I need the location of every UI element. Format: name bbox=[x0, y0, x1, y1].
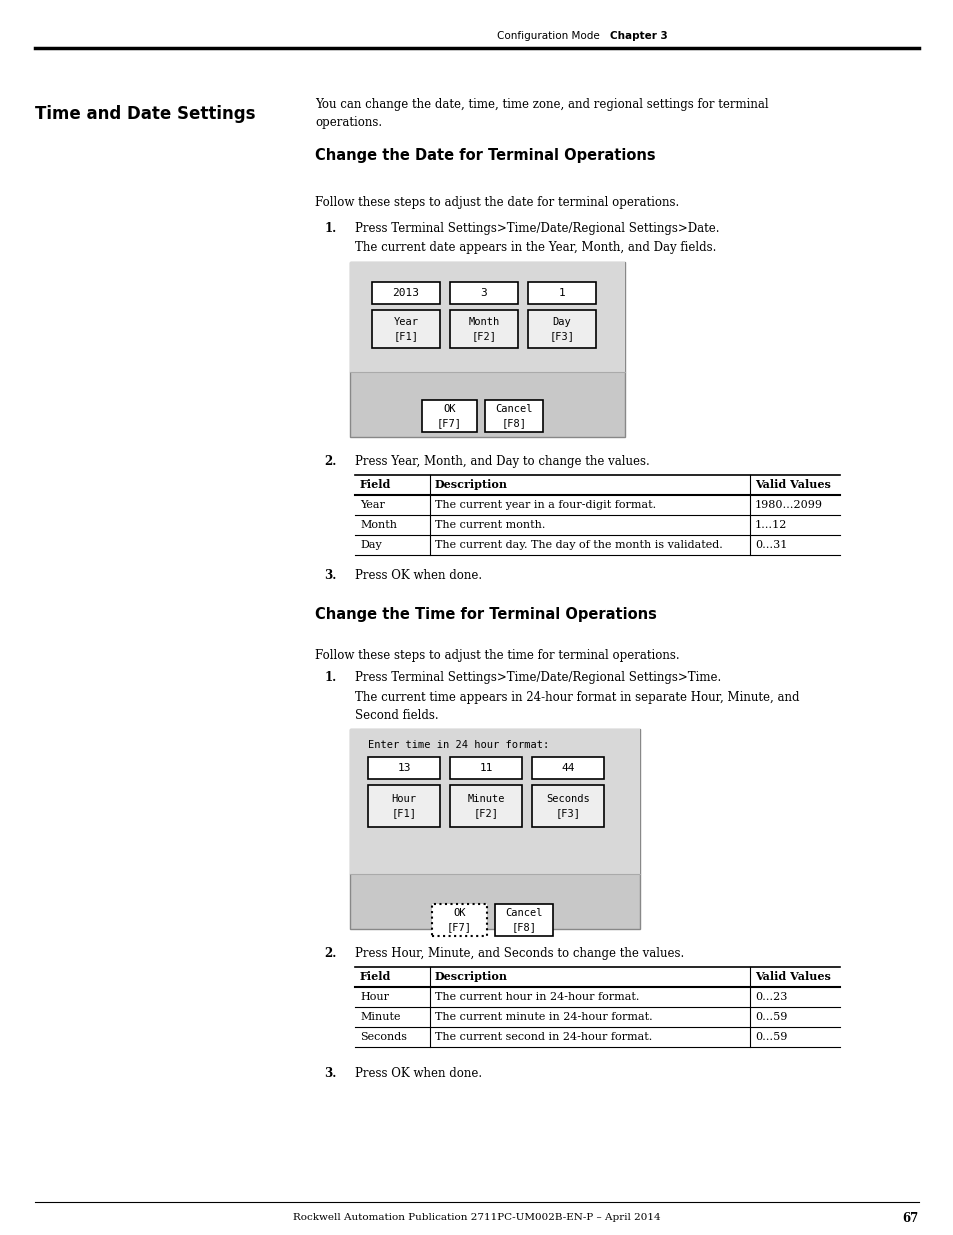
Bar bbox=[527, 310, 596, 348]
Text: Press Year, Month, and Day to change the values.: Press Year, Month, and Day to change the… bbox=[355, 454, 649, 468]
Text: operations.: operations. bbox=[314, 116, 382, 128]
Bar bbox=[372, 282, 439, 304]
Text: OK
[F7]: OK [F7] bbox=[436, 404, 461, 429]
Bar bbox=[421, 400, 476, 432]
Text: Press Terminal Settings>Time/Date/Regional Settings>Date.: Press Terminal Settings>Time/Date/Region… bbox=[355, 222, 719, 235]
Bar bbox=[350, 262, 624, 437]
Text: 0…59: 0…59 bbox=[754, 1011, 786, 1023]
Text: Change the Date for Terminal Operations: Change the Date for Terminal Operations bbox=[314, 148, 655, 163]
Text: The current year in a four-digit format.: The current year in a four-digit format. bbox=[435, 500, 656, 510]
Text: 44: 44 bbox=[560, 763, 574, 773]
Text: OK
[F7]: OK [F7] bbox=[447, 908, 472, 932]
Text: Press Hour, Minute, and Seconds to change the values.: Press Hour, Minute, and Seconds to chang… bbox=[355, 947, 683, 960]
Text: 2.: 2. bbox=[324, 454, 336, 468]
Text: Minute: Minute bbox=[359, 1011, 400, 1023]
Text: The current time appears in 24-hour format in separate Hour, Minute, and: The current time appears in 24-hour form… bbox=[355, 692, 799, 704]
Text: Valid Values: Valid Values bbox=[754, 972, 830, 983]
Text: Field: Field bbox=[359, 479, 391, 490]
Bar bbox=[450, 757, 521, 779]
Text: Month: Month bbox=[359, 520, 396, 530]
Text: 3.: 3. bbox=[324, 569, 336, 582]
Text: 2013: 2013 bbox=[392, 288, 419, 298]
Text: 1980…2099: 1980…2099 bbox=[754, 500, 822, 510]
Bar bbox=[532, 757, 603, 779]
Text: Time and Date Settings: Time and Date Settings bbox=[35, 105, 255, 124]
Text: Rockwell Automation Publication 2711PC-UM002B-EN-P – April 2014: Rockwell Automation Publication 2711PC-U… bbox=[293, 1214, 660, 1223]
Text: Month
[F2]: Month [F2] bbox=[468, 317, 499, 341]
Text: 0…31: 0…31 bbox=[754, 540, 786, 550]
Text: The current month.: The current month. bbox=[435, 520, 545, 530]
Text: Seconds: Seconds bbox=[359, 1032, 407, 1042]
Text: Year: Year bbox=[359, 500, 384, 510]
Text: 3: 3 bbox=[480, 288, 487, 298]
Text: 1…12: 1…12 bbox=[754, 520, 786, 530]
Bar bbox=[368, 757, 439, 779]
Text: 1.: 1. bbox=[324, 671, 336, 684]
Bar bbox=[432, 904, 486, 936]
Text: Day: Day bbox=[359, 540, 381, 550]
Text: 2.: 2. bbox=[324, 947, 336, 960]
Bar bbox=[372, 310, 439, 348]
Text: Hour
[F1]: Hour [F1] bbox=[391, 794, 416, 818]
Bar bbox=[450, 310, 517, 348]
Text: Press OK when done.: Press OK when done. bbox=[355, 1067, 481, 1079]
Text: The current second in 24-hour format.: The current second in 24-hour format. bbox=[435, 1032, 652, 1042]
Text: Description: Description bbox=[435, 479, 507, 490]
Text: The current date appears in the Year, Month, and Day fields.: The current date appears in the Year, Mo… bbox=[355, 241, 716, 254]
Bar bbox=[527, 282, 596, 304]
Bar bbox=[495, 904, 553, 936]
Text: Second fields.: Second fields. bbox=[355, 709, 438, 722]
Text: Configuration Mode: Configuration Mode bbox=[497, 31, 599, 41]
Text: Seconds
[F3]: Seconds [F3] bbox=[545, 794, 589, 818]
Text: Field: Field bbox=[359, 972, 391, 983]
Text: 13: 13 bbox=[396, 763, 411, 773]
Text: The current day. The day of the month is validated.: The current day. The day of the month is… bbox=[435, 540, 722, 550]
Bar bbox=[350, 729, 639, 874]
Text: Year
[F1]: Year [F1] bbox=[393, 317, 418, 341]
Text: Change the Time for Terminal Operations: Change the Time for Terminal Operations bbox=[314, 606, 657, 622]
Bar bbox=[368, 785, 439, 827]
Bar bbox=[484, 400, 542, 432]
Text: Follow these steps to adjust the date for terminal operations.: Follow these steps to adjust the date fo… bbox=[314, 196, 679, 209]
Text: 11: 11 bbox=[478, 763, 493, 773]
Text: Chapter 3: Chapter 3 bbox=[609, 31, 667, 41]
Text: The current hour in 24-hour format.: The current hour in 24-hour format. bbox=[435, 992, 639, 1002]
Bar bbox=[450, 282, 517, 304]
Text: 3.: 3. bbox=[324, 1067, 336, 1079]
Text: Press OK when done.: Press OK when done. bbox=[355, 569, 481, 582]
Text: Enter time in 24 hour format:: Enter time in 24 hour format: bbox=[368, 740, 549, 750]
Text: Press Terminal Settings>Time/Date/Regional Settings>Time.: Press Terminal Settings>Time/Date/Region… bbox=[355, 671, 720, 684]
Bar bbox=[350, 729, 639, 929]
Bar bbox=[532, 785, 603, 827]
Text: Minute
[F2]: Minute [F2] bbox=[467, 794, 504, 818]
Text: 1: 1 bbox=[558, 288, 565, 298]
Bar bbox=[450, 785, 521, 827]
Text: Cancel
[F8]: Cancel [F8] bbox=[495, 404, 532, 429]
Text: Follow these steps to adjust the time for terminal operations.: Follow these steps to adjust the time fo… bbox=[314, 650, 679, 662]
Text: Valid Values: Valid Values bbox=[754, 479, 830, 490]
Text: Hour: Hour bbox=[359, 992, 389, 1002]
Text: 0…23: 0…23 bbox=[754, 992, 786, 1002]
Text: You can change the date, time, time zone, and regional settings for terminal: You can change the date, time, time zone… bbox=[314, 98, 768, 111]
Text: 67: 67 bbox=[902, 1212, 918, 1224]
Text: 0…59: 0…59 bbox=[754, 1032, 786, 1042]
Text: 1.: 1. bbox=[324, 222, 336, 235]
Text: The current minute in 24-hour format.: The current minute in 24-hour format. bbox=[435, 1011, 652, 1023]
Text: Cancel
[F8]: Cancel [F8] bbox=[505, 908, 542, 932]
Text: Day
[F3]: Day [F3] bbox=[549, 317, 574, 341]
Bar bbox=[350, 262, 624, 372]
Text: Description: Description bbox=[435, 972, 507, 983]
